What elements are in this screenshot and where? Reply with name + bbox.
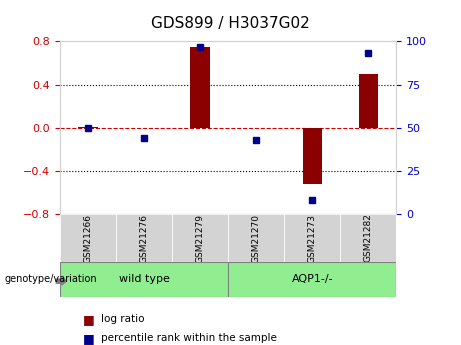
Text: genotype/variation: genotype/variation [5,275,97,284]
Text: percentile rank within the sample: percentile rank within the sample [101,333,278,343]
Bar [228,262,396,297]
Text: GSM21276: GSM21276 [140,214,148,263]
Bar [116,214,172,262]
Bar [60,262,228,297]
Bar [60,214,116,262]
Text: log ratio: log ratio [101,314,145,324]
Bar [172,214,228,262]
Bar [359,74,378,128]
Bar [78,127,98,128]
Text: GSM21266: GSM21266 [83,214,93,263]
Text: ■: ■ [83,332,95,345]
Bar [284,214,340,262]
Text: AQP1-/-: AQP1-/- [291,275,333,284]
Bar [190,47,210,128]
Text: GDS899 / H3037G02: GDS899 / H3037G02 [151,16,310,31]
Text: GSM21270: GSM21270 [252,214,261,263]
Bar [302,128,322,184]
Text: wild type: wild type [118,275,170,284]
Bar [228,214,284,262]
Text: GSM21273: GSM21273 [308,214,317,263]
Text: GSM21282: GSM21282 [364,214,373,263]
Text: ■: ■ [83,313,95,326]
Bar [340,214,396,262]
Text: GSM21279: GSM21279 [195,214,205,263]
